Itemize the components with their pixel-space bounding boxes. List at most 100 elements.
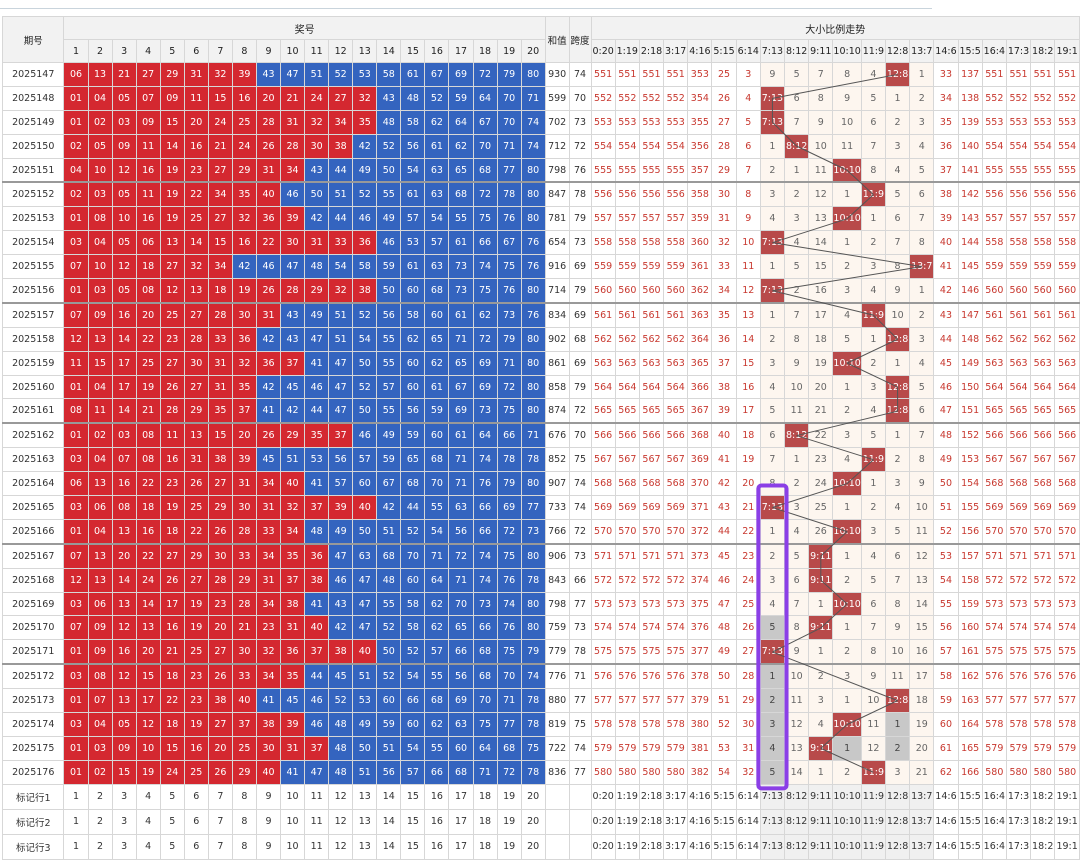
marker-number-cell[interactable]: 16: [424, 808, 450, 835]
marker-number-cell[interactable]: 19: [496, 833, 522, 860]
marker-ratio-cell[interactable]: 15:5: [957, 808, 983, 835]
marker-number-cell[interactable]: 15: [400, 833, 426, 860]
marker-ratio-cell[interactable]: 10:10: [832, 783, 862, 810]
marker-ratio-cell[interactable]: 16:4: [981, 783, 1007, 810]
marker-number-cell[interactable]: 4: [135, 808, 161, 835]
marker-number-cell[interactable]: 4: [135, 833, 161, 860]
marker-ratio-cell[interactable]: 9:11: [808, 833, 834, 860]
marker-ratio-cell[interactable]: 8:12: [784, 833, 810, 860]
marker-number-cell[interactable]: 11: [304, 808, 330, 835]
marker-ratio-cell[interactable]: 18:2: [1030, 808, 1056, 835]
marker-ratio-cell[interactable]: 15:5: [957, 833, 983, 860]
marker-ratio-cell[interactable]: 5:15: [711, 808, 737, 835]
marker-ratio-cell[interactable]: 12:8: [884, 783, 911, 810]
marker-ratio-cell[interactable]: 0:20: [590, 808, 616, 835]
marker-ratio-cell[interactable]: 19:1: [1054, 833, 1080, 860]
marker-ratio-cell[interactable]: 6:14: [735, 808, 761, 835]
marker-number-cell[interactable]: 8: [231, 783, 257, 810]
marker-ratio-cell[interactable]: 13:7: [909, 783, 935, 810]
marker-ratio-cell[interactable]: 1:19: [614, 783, 640, 810]
marker-ratio-cell[interactable]: 19:1: [1054, 783, 1080, 810]
marker-number-cell[interactable]: 1: [63, 808, 89, 835]
marker-ratio-cell[interactable]: 5:15: [711, 783, 737, 810]
marker-number-cell[interactable]: 14: [376, 833, 402, 860]
marker-ratio-cell[interactable]: 7:13: [759, 833, 786, 860]
marker-ratio-cell[interactable]: 10:10: [832, 808, 862, 835]
marker-ratio-cell[interactable]: 3:17: [663, 808, 689, 835]
marker-number-cell[interactable]: 13: [352, 808, 378, 835]
marker-ratio-cell[interactable]: 5:15: [711, 833, 737, 860]
marker-ratio-cell[interactable]: 3:17: [663, 833, 689, 860]
marker-ratio-cell[interactable]: 6:14: [735, 783, 761, 810]
marker-number-cell[interactable]: 11: [304, 833, 330, 860]
marker-ratio-cell[interactable]: 8:12: [784, 783, 810, 810]
marker-ratio-cell[interactable]: 17:3: [1005, 808, 1032, 835]
marker-ratio-cell[interactable]: 15:5: [957, 783, 983, 810]
marker-number-cell[interactable]: 17: [448, 808, 474, 835]
marker-ratio-cell[interactable]: 0:20: [590, 783, 616, 810]
marker-ratio-cell[interactable]: 4:16: [687, 783, 713, 810]
marker-number-cell[interactable]: 10: [280, 833, 306, 860]
marker-ratio-cell[interactable]: 12:8: [884, 833, 911, 860]
marker-number-cell[interactable]: 3: [111, 808, 137, 835]
marker-ratio-cell[interactable]: 13:7: [909, 808, 935, 835]
marker-number-cell[interactable]: 13: [352, 783, 378, 810]
marker-ratio-cell[interactable]: 11:9: [860, 808, 886, 835]
marker-ratio-cell[interactable]: 0:20: [590, 833, 616, 860]
marker-ratio-cell[interactable]: 9:11: [808, 783, 834, 810]
marker-row[interactable]: 标记行1 1 2 3 4 5 6 7 8 9 10 11 12 13 14 15 16 17 18 19 20 0:20 1…: [1, 783, 1080, 810]
marker-ratio-cell[interactable]: 6:14: [735, 833, 761, 860]
marker-ratio-cell[interactable]: 16:4: [981, 833, 1007, 860]
marker-number-cell[interactable]: 17: [448, 833, 474, 860]
marker-number-cell[interactable]: 18: [472, 808, 498, 835]
marker-number-cell[interactable]: 7: [207, 808, 233, 835]
marker-number-cell[interactable]: 20: [520, 808, 546, 835]
marker-ratio-cell[interactable]: 9:11: [808, 808, 834, 835]
marker-ratio-cell[interactable]: 7:13: [759, 783, 786, 810]
marker-number-cell[interactable]: 20: [520, 833, 546, 860]
marker-number-cell[interactable]: 5: [159, 833, 185, 860]
marker-ratio-cell[interactable]: 7:13: [759, 808, 786, 835]
marker-number-cell[interactable]: 16: [424, 833, 450, 860]
marker-number-cell[interactable]: 7: [207, 783, 233, 810]
marker-number-cell[interactable]: 10: [280, 808, 306, 835]
marker-ratio-cell[interactable]: 13:7: [909, 833, 935, 860]
marker-ratio-cell[interactable]: 14:6: [933, 833, 959, 860]
marker-ratio-cell[interactable]: 12:8: [884, 808, 911, 835]
marker-number-cell[interactable]: 9: [255, 783, 282, 810]
marker-ratio-cell[interactable]: 2:18: [638, 833, 665, 860]
marker-ratio-cell[interactable]: 2:18: [638, 783, 665, 810]
marker-number-cell[interactable]: 2: [87, 833, 113, 860]
marker-number-cell[interactable]: 6: [183, 833, 209, 860]
marker-number-cell[interactable]: 15: [400, 783, 426, 810]
marker-ratio-cell[interactable]: 1:19: [614, 833, 640, 860]
marker-ratio-cell[interactable]: 4:16: [687, 833, 713, 860]
marker-ratio-cell[interactable]: 17:3: [1005, 833, 1032, 860]
marker-number-cell[interactable]: 16: [424, 783, 450, 810]
marker-number-cell[interactable]: 18: [472, 783, 498, 810]
marker-row[interactable]: 标记行3 1 2 3 4 5 6 7 8 9 10 11 12 13 14 15 16 17 18 19 20 0:20 1…: [1, 833, 1080, 860]
marker-ratio-cell[interactable]: 19:1: [1054, 808, 1080, 835]
marker-ratio-cell[interactable]: 2:18: [638, 808, 665, 835]
marker-ratio-cell[interactable]: 18:2: [1030, 833, 1056, 860]
marker-ratio-cell[interactable]: 8:12: [784, 808, 810, 835]
marker-number-cell[interactable]: 13: [352, 833, 378, 860]
marker-number-cell[interactable]: 1: [63, 783, 89, 810]
marker-number-cell[interactable]: 12: [328, 783, 354, 810]
marker-number-cell[interactable]: 8: [231, 833, 257, 860]
marker-number-cell[interactable]: 9: [255, 833, 282, 860]
marker-number-cell[interactable]: 19: [496, 808, 522, 835]
marker-number-cell[interactable]: 12: [328, 808, 354, 835]
marker-ratio-cell[interactable]: 18:2: [1030, 783, 1056, 810]
marker-number-cell[interactable]: 6: [183, 808, 209, 835]
marker-number-cell[interactable]: 3: [111, 833, 137, 860]
marker-ratio-cell[interactable]: 3:17: [663, 783, 689, 810]
marker-number-cell[interactable]: 4: [135, 783, 161, 810]
marker-ratio-cell[interactable]: 1:19: [614, 808, 640, 835]
marker-number-cell[interactable]: 14: [376, 783, 402, 810]
marker-ratio-cell[interactable]: 4:16: [687, 808, 713, 835]
marker-ratio-cell[interactable]: 16:4: [981, 808, 1007, 835]
marker-number-cell[interactable]: 19: [496, 783, 522, 810]
marker-number-cell[interactable]: 11: [304, 783, 330, 810]
marker-number-cell[interactable]: 20: [520, 783, 546, 810]
